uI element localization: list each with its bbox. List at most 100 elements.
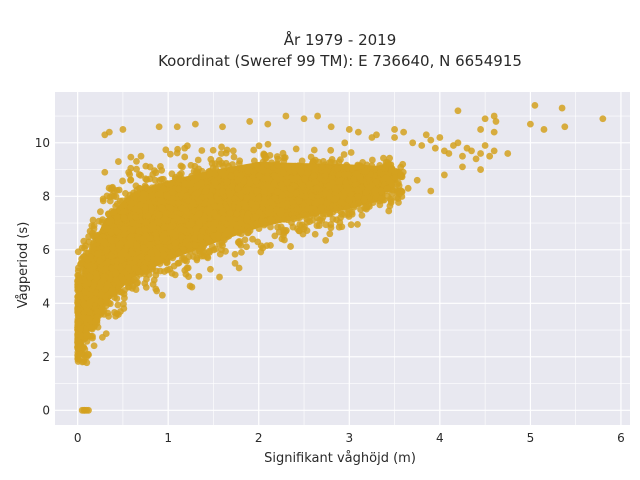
scatter-point [174,145,182,153]
scatter-point [115,241,123,249]
scatter-point [380,154,387,162]
scatter-point [175,185,182,193]
scatter-point [267,241,274,249]
scatter-point [331,195,339,203]
scatter-point [341,171,348,178]
scatter-point [143,176,151,184]
scatter-point [195,272,203,280]
x-tick-label: 1 [164,431,172,445]
scatter-point [386,154,393,162]
scatter-point [110,187,118,195]
scatter-point [246,227,254,235]
scatter-point [110,192,118,200]
scatter-point [347,221,355,229]
scatter-point [241,236,249,244]
scatter-point [252,213,260,221]
scatter-point [103,246,111,254]
scatter-point [142,218,150,226]
scatter-point [118,288,126,296]
scatter-point [354,128,362,136]
scatter-point [220,236,228,244]
scatter-point [235,238,243,245]
scatter-point [208,243,216,251]
scatter-point [252,177,260,185]
scatter-point [362,168,370,175]
scatter-point [224,188,232,195]
scatter-point [207,265,214,273]
scatter-point [102,265,109,273]
scatter-point [119,177,126,185]
scatter-point [308,192,316,200]
scatter-point [266,151,274,159]
scatter-point [105,218,113,226]
scatter-point [459,152,466,160]
scatter-point [278,181,286,189]
scatter-point [113,200,121,208]
scatter-point [306,205,314,213]
scatter-point [217,150,225,157]
x-tick-label: 6 [617,431,625,445]
scatter-point [175,259,183,267]
scatter-point [387,199,395,206]
scatter-point [166,150,174,158]
scatter-point [152,169,160,177]
scatter-point [344,164,351,172]
scatter-point [101,286,109,293]
scatter-point [354,186,361,194]
scatter-point [85,406,92,414]
scatter-point [253,187,261,195]
scatter-point [159,246,167,254]
scatter-point [83,359,91,367]
scatter-point [267,216,275,223]
scatter-point [246,118,254,125]
scatter-point [234,176,242,184]
x-tick-label: 0 [74,431,82,445]
scatter-point [216,250,224,258]
scatter-point [131,276,138,283]
scatter-point [148,184,156,192]
scatter-point [187,161,195,169]
scatter-point [168,170,176,178]
scatter-point [97,291,105,298]
scatter-point [124,279,131,287]
scatter-point [318,197,325,205]
scatter-point [267,186,275,194]
scatter-point [95,236,103,244]
scatter-point [436,134,444,141]
scatter-point [310,146,318,154]
scatter-point [365,203,373,210]
x-tick-label: 4 [436,431,444,445]
scatter-point [323,199,331,207]
scatter-point [92,317,100,325]
scatter-point [278,235,286,243]
scatter-point [368,134,376,141]
scatter-point [156,260,164,267]
scatter-point [104,281,112,288]
scatter-point [96,283,104,290]
scatter-point [74,320,82,327]
scatter-point [239,200,247,207]
scatter-point [181,180,189,188]
scatter-point [205,236,213,244]
scatter-point [128,200,136,207]
scatter-point [78,266,86,274]
scatter-point [472,155,480,163]
scatter-point [107,229,115,236]
scatter-point [146,234,154,242]
scatter-point [223,178,231,186]
scatter-point [86,273,94,281]
scatter-point [175,249,182,257]
scatter-point [255,142,263,150]
scatter-point [92,274,100,282]
scatter-point [300,115,308,123]
scatter-point [103,225,111,232]
scatter-point [141,264,148,272]
scatter-point [280,157,288,165]
scatter-point [358,211,366,219]
scatter-point [146,241,154,249]
scatter-point [345,196,353,204]
scatter-point [328,179,336,187]
scatter-point [218,143,225,151]
scatter-point [322,221,330,229]
scatter-point [173,123,181,131]
